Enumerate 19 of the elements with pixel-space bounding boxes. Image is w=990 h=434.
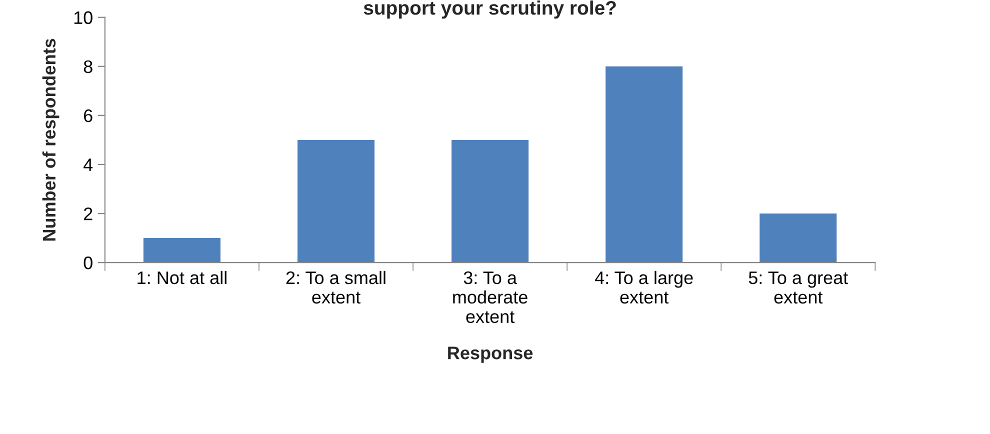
x-axis-title: Response bbox=[448, 346, 533, 363]
y-tick-label: 4 bbox=[84, 158, 93, 172]
y-tick-label: 0 bbox=[84, 256, 92, 270]
bar bbox=[606, 66, 683, 263]
x-tick-label: 1: Not at all bbox=[138, 270, 226, 284]
bar bbox=[143, 238, 220, 263]
chart-title: support your scrutiny role? bbox=[364, 0, 616, 19]
bar bbox=[297, 140, 375, 263]
bar bbox=[452, 140, 529, 263]
x-tick-label: 3: To a moderate extent bbox=[453, 271, 528, 324]
bar bbox=[760, 214, 837, 263]
y-tick-label: 8 bbox=[84, 60, 92, 74]
y-tick-label: 10 bbox=[74, 11, 92, 24]
y-tick-label: 2 bbox=[84, 207, 92, 220]
y-tick-label: 6 bbox=[84, 109, 92, 122]
x-tick-label: 4: To a large extent bbox=[594, 270, 693, 304]
x-tick-label: 2: To a small extent bbox=[286, 270, 386, 304]
x-tick-label: 5: To a great extent bbox=[748, 272, 848, 304]
y-axis-title: Number of respondents bbox=[42, 38, 60, 241]
